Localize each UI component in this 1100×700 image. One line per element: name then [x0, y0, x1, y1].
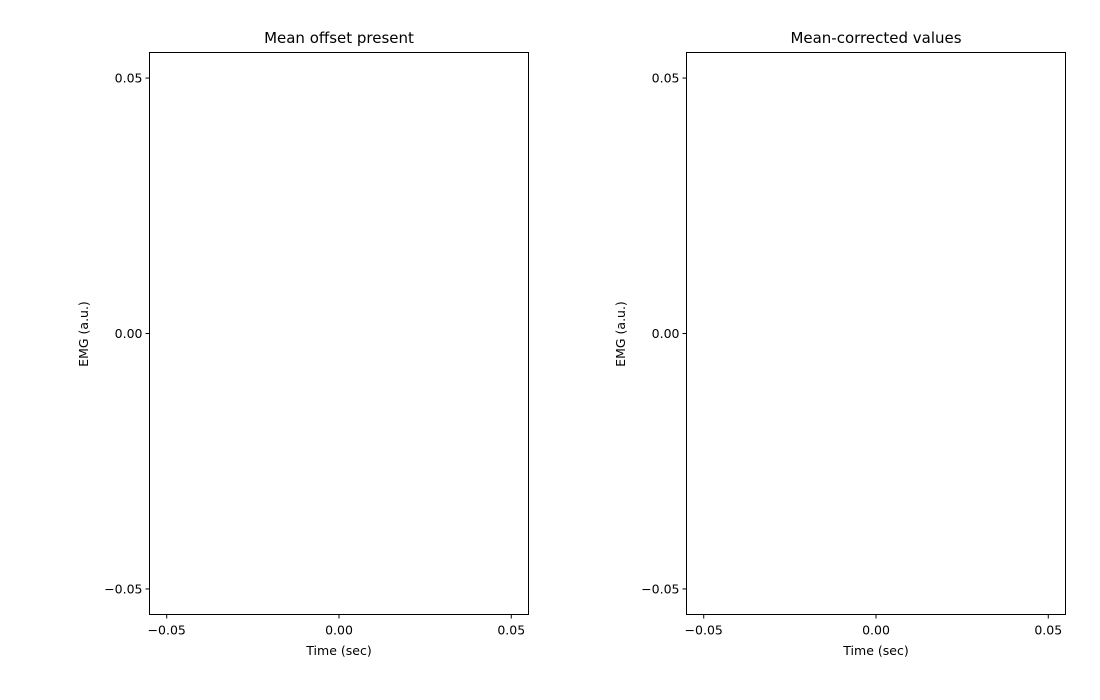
y-axis-ticks: −0.05 0.00 0.05 [104, 71, 150, 596]
y-axis-label: EMG (a.u.) [76, 301, 91, 367]
x-tick-label: −0.05 [148, 623, 186, 638]
right-chart-panel: Mean-corrected values Time (sec) EMG (a.… [613, 29, 1066, 658]
chart-title: Mean-corrected values [790, 29, 961, 47]
y-tick-label: 0.05 [652, 71, 680, 86]
y-axis-ticks: −0.05 0.00 0.05 [641, 71, 687, 596]
x-tick-label: 0.05 [1034, 623, 1062, 638]
y-tick-label: 0.00 [652, 326, 680, 341]
x-tick-label: 0.05 [497, 623, 525, 638]
left-chart-panel: Mean offset present Time (sec) EMG (a.u.… [76, 29, 529, 658]
x-axis-ticks: −0.05 0.00 0.05 [148, 614, 525, 638]
x-axis-label: Time (sec) [842, 643, 908, 658]
x-axis-label: Time (sec) [305, 643, 371, 658]
x-axis-ticks: −0.05 0.00 0.05 [685, 614, 1062, 638]
x-tick-label: −0.05 [685, 623, 723, 638]
x-tick-label: 0.00 [862, 623, 890, 638]
y-axis-label: EMG (a.u.) [613, 301, 628, 367]
y-tick-label: −0.05 [641, 581, 679, 596]
y-tick-label: 0.05 [115, 71, 143, 86]
y-tick-label: 0.00 [115, 326, 143, 341]
y-tick-label: −0.05 [104, 581, 142, 596]
chart-title: Mean offset present [264, 29, 414, 47]
x-tick-label: 0.00 [325, 623, 353, 638]
